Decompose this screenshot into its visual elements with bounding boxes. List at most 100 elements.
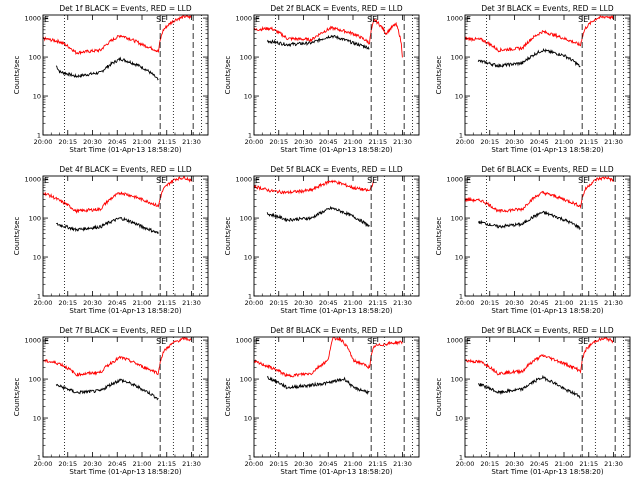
x-tick-label: 20:30 [83, 138, 102, 146]
y-tick-label: 100 [240, 54, 252, 62]
x-tick-label: 20:15 [269, 138, 288, 146]
x-axis-label: Start Time (01-Apr-13 18:58:20) [280, 146, 392, 154]
y-tick-label: 1000 [235, 15, 252, 23]
y-tick-label: 100 [451, 376, 463, 384]
x-tick-label: 20:30 [294, 299, 313, 307]
y-tick-label: 1 [459, 132, 463, 140]
flare-start-marker: S [367, 15, 372, 24]
x-tick-label: 20:15 [58, 299, 77, 307]
plot-frame [42, 336, 209, 458]
x-tick-label: 21:15 [368, 460, 387, 468]
x-tick-label: 21:00 [344, 138, 363, 146]
y-tick-label: 1 [248, 132, 252, 140]
x-tick-label: 20:15 [58, 460, 77, 468]
lld-series-line [43, 337, 192, 377]
x-tick-label: 21:00 [555, 138, 574, 146]
x-axis-label: Start Time (01-Apr-13 18:58:20) [69, 146, 181, 154]
x-tick-label: 21:00 [555, 299, 574, 307]
panel-title: Det 4f BLACK = Events, RED = LLD [59, 165, 192, 174]
y-tick-label: 10 [33, 93, 41, 101]
events-series-line [477, 48, 581, 68]
y-axis-label: Counts/sec [435, 378, 443, 417]
y-tick-label: 10 [244, 93, 252, 101]
x-tick-label: 20:45 [319, 138, 338, 146]
x-axis-label: Start Time (01-Apr-13 18:58:20) [491, 307, 603, 315]
lld-series-line [465, 15, 614, 53]
lld-series-line [43, 15, 192, 56]
x-tick-label: 20:45 [319, 460, 338, 468]
y-tick-label: 1 [248, 293, 252, 301]
x-tick-label: 21:30 [604, 138, 623, 146]
x-tick-label: 20:45 [108, 138, 127, 146]
events-series-line [477, 374, 581, 399]
y-tick-label: 1 [248, 454, 252, 462]
lld-series-line [465, 337, 614, 376]
x-tick-label: 21:30 [393, 460, 412, 468]
lld-series-line [254, 337, 403, 378]
x-tick-label: 21:30 [604, 460, 623, 468]
x-tick-label: 20:30 [505, 138, 524, 146]
x-tick-label: 21:30 [393, 299, 412, 307]
plot-frame [253, 175, 420, 297]
y-tick-label: 10 [455, 93, 463, 101]
x-tick-label: 20:45 [530, 460, 549, 468]
x-tick-label: 20:45 [530, 138, 549, 146]
x-axis-label: Start Time (01-Apr-13 18:58:20) [280, 468, 392, 476]
x-axis-label: Start Time (01-Apr-13 18:58:20) [69, 307, 181, 315]
flare-end-marker: E [583, 337, 588, 346]
events-series-line [266, 205, 370, 228]
plot-frame [464, 336, 631, 458]
events-series-line [266, 34, 370, 50]
panel-title: Det 7f BLACK = Events, RED = LLD [59, 326, 192, 335]
x-axis-label: Start Time (01-Apr-13 18:58:20) [491, 146, 603, 154]
x-tick-label: 20:15 [269, 460, 288, 468]
x-tick-label: 21:30 [182, 138, 201, 146]
plot-frame [464, 175, 631, 297]
events-series-line [56, 216, 159, 234]
panel-title: Det 6f BLACK = Events, RED = LLD [481, 165, 614, 174]
x-tick-label: 21:15 [579, 299, 598, 307]
y-tick-label: 1 [459, 293, 463, 301]
y-tick-label: 100 [240, 215, 252, 223]
x-tick-label: 21:15 [579, 460, 598, 468]
x-tick-label: 21:15 [157, 299, 176, 307]
x-axis-label: Start Time (01-Apr-13 18:58:20) [69, 468, 181, 476]
lld-series-line [254, 18, 403, 58]
x-tick-label: 20:15 [480, 138, 499, 146]
y-tick-label: 1000 [446, 176, 463, 184]
panel-title: Det 5f BLACK = Events, RED = LLD [270, 165, 403, 174]
y-axis-label: Counts/sec [224, 217, 232, 256]
x-tick-label: 20:00 [456, 138, 475, 146]
x-tick-label: 20:00 [245, 138, 264, 146]
x-tick-label: 20:00 [245, 299, 264, 307]
lld-series-line [254, 179, 375, 195]
y-tick-label: 1000 [446, 337, 463, 345]
lld-series-line [465, 176, 614, 214]
x-tick-label: 21:00 [555, 460, 574, 468]
y-tick-label: 10 [455, 254, 463, 262]
start-marker: E [466, 15, 471, 24]
y-tick-label: 100 [29, 54, 41, 62]
y-tick-label: 100 [29, 376, 41, 384]
x-tick-label: 20:30 [83, 299, 102, 307]
start-marker: E [466, 337, 471, 346]
y-tick-label: 1000 [24, 15, 41, 23]
x-tick-label: 21:15 [157, 138, 176, 146]
start-marker: E [255, 15, 260, 24]
y-tick-label: 1000 [24, 337, 41, 345]
x-tick-label: 20:00 [34, 460, 53, 468]
flare-end-marker: E [583, 176, 588, 185]
x-tick-label: 20:15 [480, 299, 499, 307]
flare-start-marker: S [367, 176, 372, 185]
flare-end-marker: E [583, 15, 588, 24]
x-tick-label: 21:00 [133, 460, 152, 468]
x-tick-label: 20:30 [505, 299, 524, 307]
plot-frame [253, 336, 420, 458]
